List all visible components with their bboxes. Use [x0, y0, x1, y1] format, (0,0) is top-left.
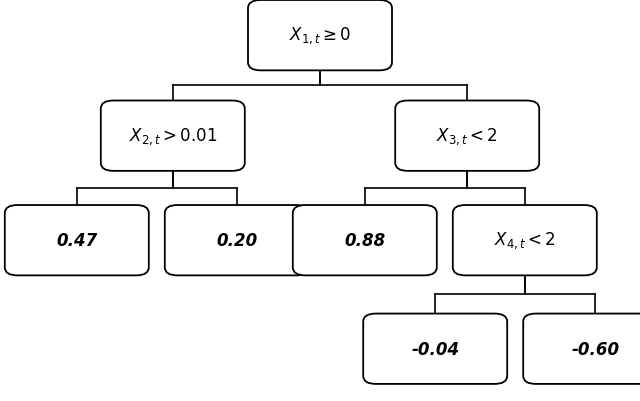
FancyBboxPatch shape [248, 1, 392, 71]
Text: $X_{4,t} < 2$: $X_{4,t} < 2$ [494, 230, 556, 251]
FancyBboxPatch shape [292, 205, 436, 276]
FancyBboxPatch shape [524, 314, 640, 384]
FancyBboxPatch shape [364, 314, 507, 384]
FancyBboxPatch shape [395, 101, 539, 172]
Text: 0.88: 0.88 [344, 232, 385, 249]
FancyBboxPatch shape [164, 205, 308, 276]
FancyBboxPatch shape [101, 101, 245, 172]
Text: $X_{3,t} < 2$: $X_{3,t} < 2$ [436, 126, 498, 147]
Text: -0.60: -0.60 [571, 340, 620, 358]
Text: -0.04: -0.04 [411, 340, 460, 358]
Text: $X_{1,t} \geq 0$: $X_{1,t} \geq 0$ [289, 26, 351, 47]
FancyBboxPatch shape [4, 205, 149, 276]
FancyBboxPatch shape [453, 205, 596, 276]
Text: 0.20: 0.20 [216, 232, 257, 249]
Text: 0.47: 0.47 [56, 232, 97, 249]
Text: $X_{2,t} > 0.01$: $X_{2,t} > 0.01$ [129, 126, 217, 147]
